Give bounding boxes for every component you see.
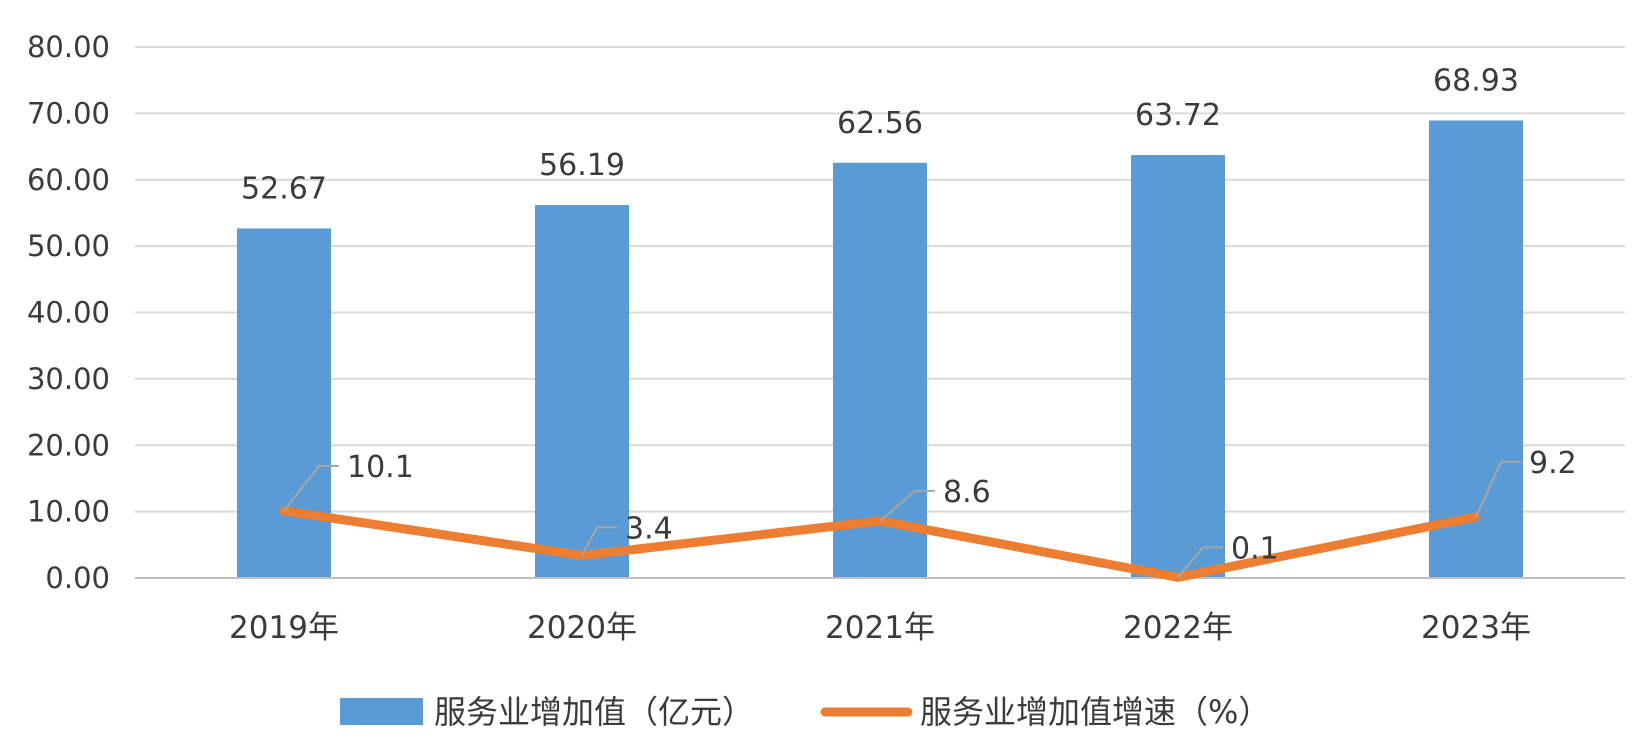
bar xyxy=(1429,120,1523,579)
bar-value-label: 62.56 xyxy=(837,106,923,141)
x-axis-ticks: 2019年 2020年 2021年 2022年 2023年 xyxy=(229,610,1531,646)
y-tick-label: 80.00 xyxy=(27,30,110,64)
bar-series xyxy=(237,120,1523,579)
y-tick-label: 50.00 xyxy=(27,229,110,263)
bar xyxy=(535,205,629,578)
leader-line xyxy=(581,526,617,556)
x-tick-label: 2023年 xyxy=(1421,610,1531,646)
leader-line xyxy=(283,464,339,512)
legend-line-label: 服务业增加值增速（%） xyxy=(920,693,1270,731)
leader-line xyxy=(879,489,935,522)
bar xyxy=(237,228,331,578)
data-labels: 52.67 56.19 62.56 63.72 68.93 10.1 3.4 8.6 0.1 9.… xyxy=(241,63,1577,578)
y-axis-ticks: 0.00 10.00 20.00 30.00 40.00 50.00 60.00 70.00 8… xyxy=(27,30,110,595)
leader-line xyxy=(1475,460,1521,518)
x-tick-label: 2020年 xyxy=(527,610,637,646)
y-tick-label: 30.00 xyxy=(27,362,110,396)
y-tick-label: 10.00 xyxy=(27,495,110,529)
legend-bar-swatch xyxy=(340,698,423,725)
bar-value-label: 68.93 xyxy=(1433,63,1519,98)
legend-bar-label: 服务业增加值（亿元） xyxy=(434,693,754,731)
leader-line xyxy=(1177,546,1223,578)
legend: 服务业增加值（亿元） 服务业增加值增速（%） xyxy=(340,693,1270,731)
x-tick-label: 2021年 xyxy=(825,610,935,646)
line-value-label: 3.4 xyxy=(625,511,673,546)
bar xyxy=(833,162,927,578)
y-tick-label: 70.00 xyxy=(27,96,110,130)
bar xyxy=(1131,155,1225,578)
x-tick-label: 2022年 xyxy=(1123,610,1233,646)
y-tick-label: 20.00 xyxy=(27,428,110,462)
y-tick-label: 60.00 xyxy=(27,163,110,197)
x-tick-label: 2019年 xyxy=(229,610,339,646)
line-value-label: 10.1 xyxy=(347,450,414,485)
line-value-label: 8.6 xyxy=(943,475,991,510)
bar-value-label: 56.19 xyxy=(539,148,625,183)
bar-value-label: 63.72 xyxy=(1135,98,1221,133)
y-tick-label: 0.00 xyxy=(45,561,110,595)
y-tick-label: 40.00 xyxy=(27,296,110,330)
bar-value-label: 52.67 xyxy=(241,171,327,206)
line-value-label: 0.1 xyxy=(1231,531,1279,566)
line-value-label: 9.2 xyxy=(1529,446,1577,481)
